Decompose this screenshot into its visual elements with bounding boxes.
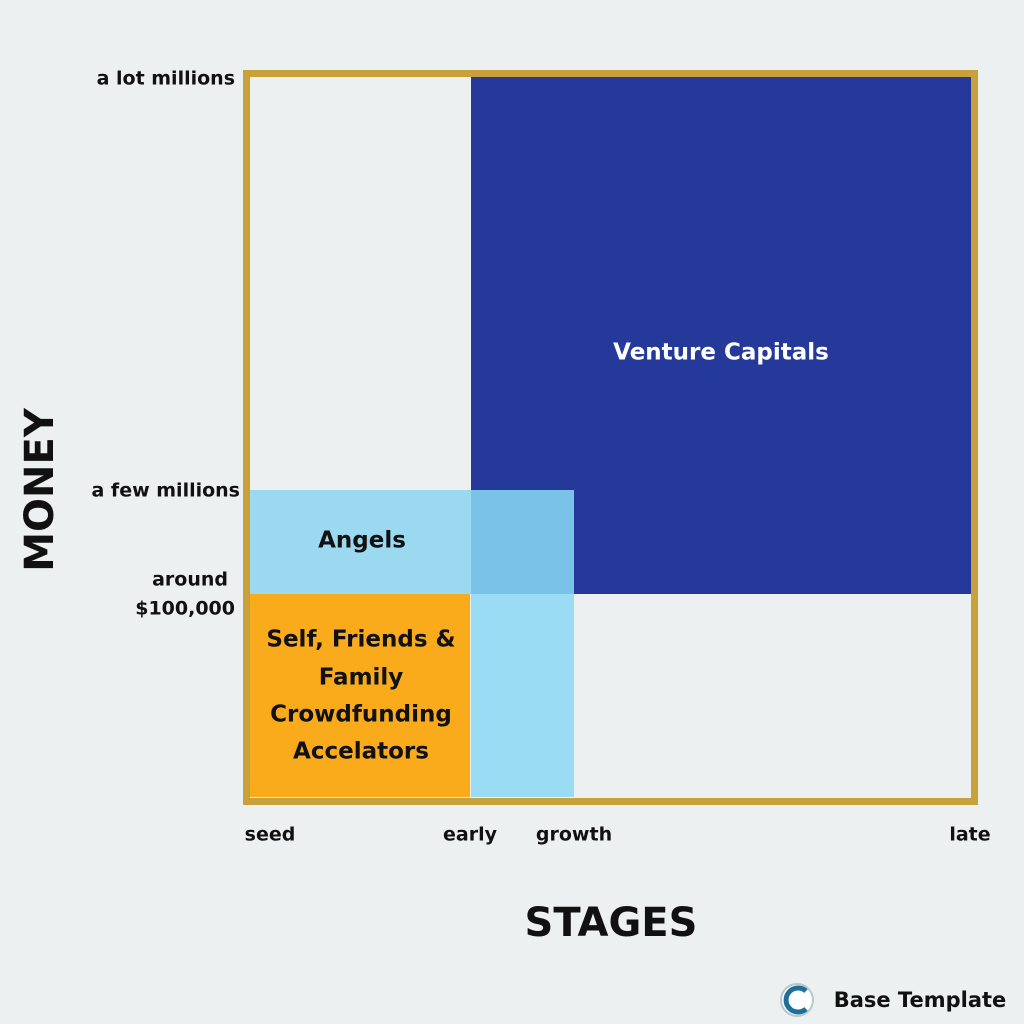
- y-axis-title: MONEY: [17, 407, 63, 572]
- brand-name: Base Template: [834, 988, 1007, 1012]
- y-label: around: [152, 569, 228, 591]
- x-label: late: [949, 824, 990, 846]
- venture-label: Venture Capitals: [613, 340, 829, 366]
- self-label: Self, Friends &: [266, 627, 455, 653]
- x-label: growth: [536, 824, 612, 846]
- x-label: seed: [245, 824, 296, 846]
- angels-label: Angels: [318, 528, 406, 554]
- y-label: $100,000: [135, 598, 235, 620]
- x-axis-title: STAGES: [525, 900, 698, 946]
- y-label: a lot millions: [97, 68, 235, 90]
- self-region: [250, 594, 470, 797]
- self-label: Crowdfunding: [270, 702, 452, 728]
- overlap-region: [471, 490, 574, 594]
- y-label: a few millions: [92, 480, 241, 502]
- self-label: Accelators: [293, 739, 429, 765]
- angels-region: [250, 490, 471, 594]
- brand-logo: [780, 983, 814, 1017]
- growth-region: [471, 594, 574, 797]
- self-label: Family: [319, 665, 404, 691]
- x-label: early: [443, 824, 498, 846]
